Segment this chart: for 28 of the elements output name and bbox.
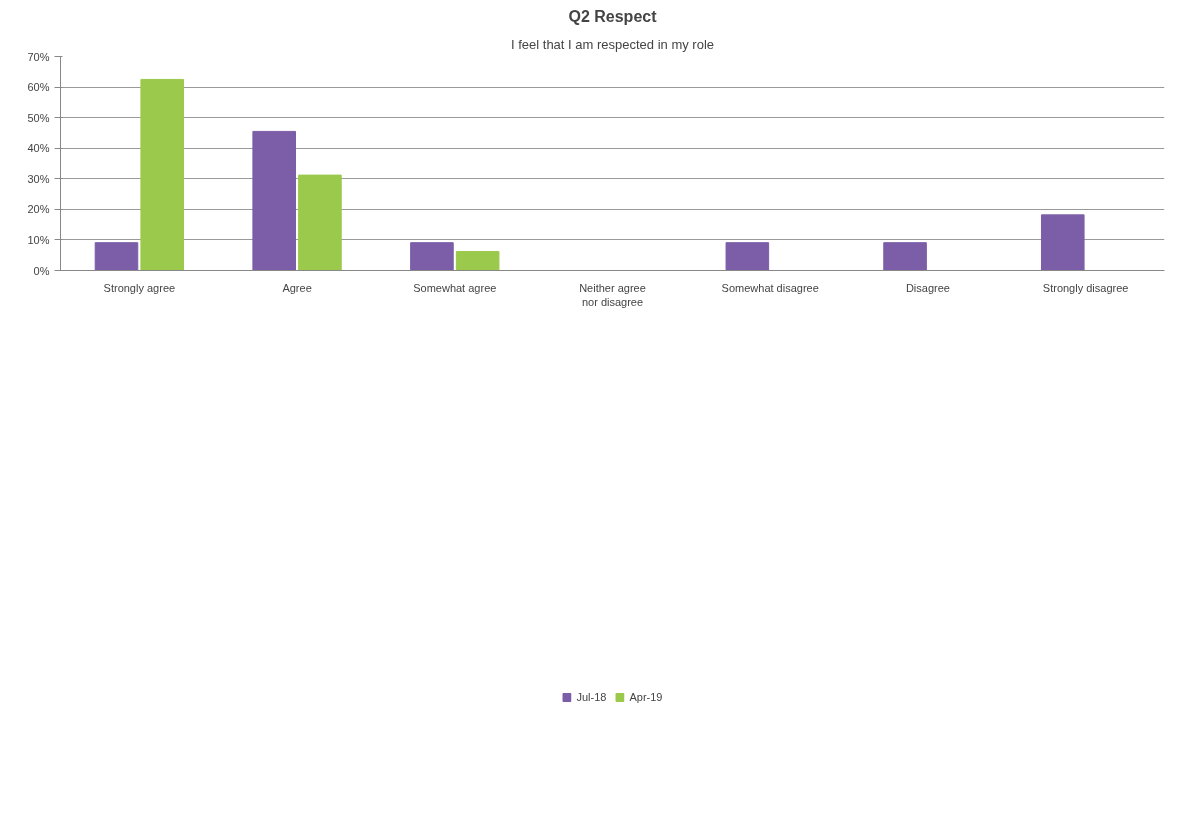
legend-label: Apr-19 [629, 691, 663, 703]
x-tick-label: Somewhat disagree [721, 281, 819, 294]
bar [883, 242, 927, 271]
bar [410, 242, 454, 271]
bar [725, 242, 770, 271]
bar [298, 174, 342, 271]
bar [1040, 214, 1085, 271]
y-tick-label: 70% [27, 50, 50, 63]
bar [455, 251, 500, 271]
x-tick-label: Disagree [905, 281, 950, 294]
y-tick-label: 0% [33, 264, 50, 277]
y-tick-label: 30% [27, 172, 50, 185]
x-tick-label: Somewhat agree [413, 281, 497, 294]
y-tick-label: 50% [27, 111, 50, 124]
y-tick-label: 10% [27, 233, 50, 246]
x-tick-label: Strongly disagree [1042, 281, 1129, 294]
x-tick-label: Strongly agree [103, 281, 176, 294]
chart-subtitle: I feel that I am respected in my role [510, 36, 715, 52]
x-tick-label: Agree [282, 281, 312, 294]
bar [94, 242, 139, 271]
y-tick-label: 40% [27, 142, 50, 155]
y-tick-label: 20% [27, 203, 50, 216]
legend-label: Jul-18 [576, 691, 607, 703]
bar [140, 78, 185, 271]
chart-title: Q2 Respect [568, 7, 658, 25]
x-tick-label: Neither agree nor disagree [579, 281, 646, 308]
bar [252, 130, 296, 271]
y-tick-label: 60% [27, 81, 50, 94]
